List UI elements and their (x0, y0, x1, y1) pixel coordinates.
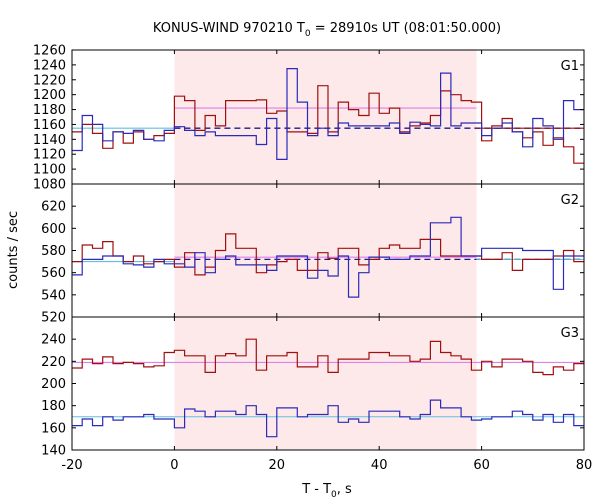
series-blue-line (72, 68, 584, 160)
x-tick-label: -20 (61, 458, 82, 473)
y-tick-label: 540 (41, 288, 66, 303)
plot-area: 1080110011201140116011801200122012401260… (33, 44, 592, 474)
chart-title: KONUS-WIND 970210 T0 = 28910s UT (08:01:… (153, 21, 501, 39)
y-tick-label: 1180 (33, 103, 66, 118)
y-tick-label: 580 (41, 244, 66, 259)
y-tick-label: 240 (41, 333, 66, 348)
y-axis-label: counts / sec (6, 211, 21, 289)
y-tick-label: 140 (41, 444, 66, 459)
y-tick-label: 520 (41, 311, 66, 326)
y-tick-label: 180 (41, 399, 66, 414)
y-tick-label: 1260 (33, 44, 66, 59)
y-tick-label: 1200 (33, 88, 66, 103)
y-tick-label: 1240 (33, 58, 66, 73)
y-tick-label: 600 (41, 222, 66, 237)
y-tick-label: 1160 (33, 118, 66, 133)
y-tick-label: 1140 (33, 133, 66, 148)
y-tick-label: 1120 (33, 148, 66, 163)
y-tick-label: 220 (41, 355, 66, 370)
panel-label: G2 (561, 193, 579, 208)
series-blue-line (72, 399, 584, 438)
panel-label: G3 (561, 326, 579, 341)
panel-g2: 520 540 560 580 600 620 G2 (41, 183, 585, 326)
y-tick-label: 1080 (33, 178, 66, 193)
y-tick-label: 560 (41, 266, 66, 281)
y-tick-label: 160 (41, 421, 66, 436)
y-tick-label: 1100 (33, 163, 66, 178)
x-tick-label: 60 (473, 458, 490, 473)
series-blue-line (72, 216, 584, 298)
x-tick-label: 0 (170, 458, 178, 473)
y-tick-label: 620 (41, 200, 66, 215)
panel-g3: 140 160 180 200 220 240 G3 (41, 316, 585, 459)
x-tick-label: 80 (576, 458, 593, 473)
panel-g1: 1080110011201140116011801200122012401260… (33, 44, 585, 193)
y-tick-label: 200 (41, 377, 66, 392)
x-tick-label: 20 (269, 458, 286, 473)
panel-label: G1 (561, 59, 579, 74)
series-dark-red-line (72, 338, 584, 376)
x-axis-label: T - T0, s (301, 482, 352, 500)
y-tick-label: 1220 (33, 73, 66, 88)
x-tick-label: 40 (371, 458, 388, 473)
